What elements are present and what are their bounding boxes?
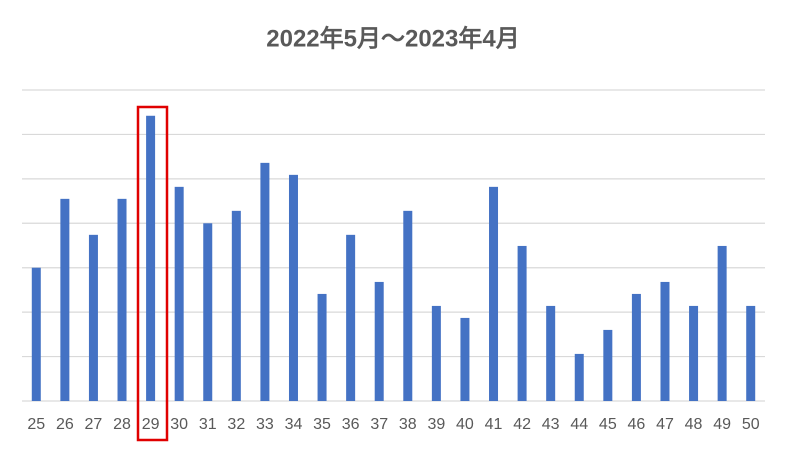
- x-tick-label: 49: [713, 416, 731, 433]
- x-tick-label: 45: [599, 416, 617, 433]
- x-tick-label: 27: [85, 416, 103, 433]
- bar: [31, 267, 41, 401]
- bar: [346, 234, 356, 401]
- x-tick-label: 28: [113, 416, 131, 433]
- x-tick-label: 46: [628, 416, 646, 433]
- x-tick-label: 48: [685, 416, 703, 433]
- x-tick-label: 37: [370, 416, 388, 433]
- bar: [174, 186, 184, 401]
- bar: [403, 210, 413, 401]
- bar: [60, 198, 70, 401]
- x-tick-label: 34: [285, 416, 303, 433]
- bar: [546, 305, 556, 401]
- highlight-box: [136, 105, 169, 442]
- x-tick-label: 50: [742, 416, 760, 433]
- bar: [746, 305, 756, 401]
- bar: [146, 115, 156, 402]
- bar: [660, 281, 670, 401]
- x-tick-label: 32: [227, 416, 245, 433]
- x-tick-label: 40: [456, 416, 474, 433]
- x-tick-label: 41: [485, 416, 503, 433]
- bar: [717, 245, 727, 401]
- bar: [288, 174, 298, 401]
- x-tick-label: 30: [170, 416, 188, 433]
- bar: [489, 186, 499, 401]
- bar: [203, 223, 213, 401]
- bar: [431, 305, 441, 401]
- x-tick-label: 43: [542, 416, 560, 433]
- x-tick-label: 35: [313, 416, 331, 433]
- x-tick-label: 39: [427, 416, 445, 433]
- bar: [231, 210, 241, 401]
- bar: [117, 198, 127, 401]
- bar: [603, 329, 613, 401]
- x-tick-label: 38: [399, 416, 417, 433]
- bar: [88, 234, 98, 401]
- bar: [631, 293, 641, 401]
- x-tick-label: 36: [342, 416, 360, 433]
- x-tick-label: 33: [256, 416, 274, 433]
- bar: [574, 353, 584, 401]
- bar: [260, 162, 270, 401]
- x-tick-label: 29: [142, 416, 160, 433]
- bar: [317, 293, 327, 401]
- x-tick-label: 42: [513, 416, 531, 433]
- x-tick-label: 47: [656, 416, 674, 433]
- chart-title: 2022年5月～2023年4月: [266, 24, 519, 52]
- x-tick-label: 26: [56, 416, 74, 433]
- x-tick-label: 25: [27, 416, 45, 433]
- bar: [517, 245, 527, 401]
- x-tick-label: 31: [199, 416, 217, 433]
- x-tick-label: 44: [570, 416, 588, 433]
- bar: [689, 305, 699, 401]
- bar: [374, 281, 384, 401]
- bar: [460, 317, 470, 401]
